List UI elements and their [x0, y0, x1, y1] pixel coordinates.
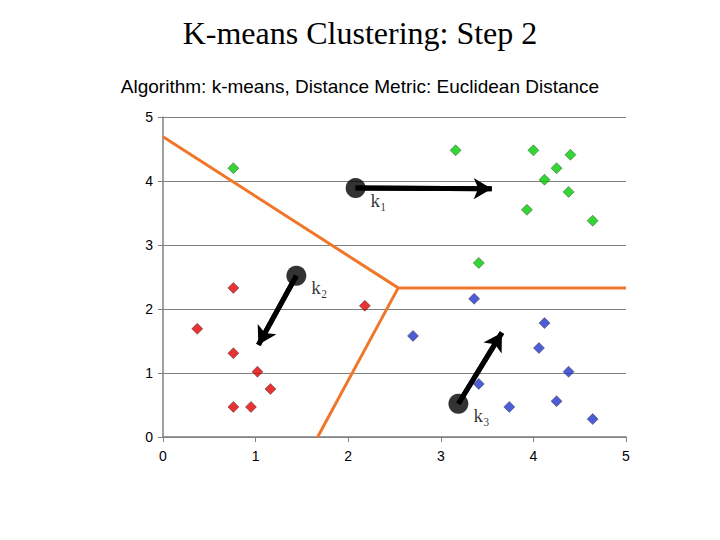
svg-text:0: 0 — [159, 448, 167, 464]
svg-text:5: 5 — [622, 448, 630, 464]
svg-text:2: 2 — [145, 301, 153, 317]
svg-text:k₂: k₂ — [311, 277, 327, 298]
svg-text:4: 4 — [530, 448, 538, 464]
svg-text:k₁: k₁ — [371, 190, 387, 211]
svg-text:1: 1 — [252, 448, 260, 464]
svg-text:5: 5 — [145, 109, 153, 125]
svg-text:2: 2 — [344, 448, 352, 464]
svg-text:4: 4 — [145, 173, 153, 189]
svg-text:k₃: k₃ — [473, 405, 489, 426]
svg-text:K-means Clustering: Step 2: K-means Clustering: Step 2 — [183, 15, 538, 51]
svg-text:1: 1 — [145, 365, 153, 381]
svg-text:Algorithm: k-means, Distance M: Algorithm: k-means, Distance Metric: Euc… — [121, 76, 599, 97]
svg-text:3: 3 — [437, 448, 445, 464]
svg-text:0: 0 — [145, 429, 153, 445]
svg-text:3: 3 — [145, 237, 153, 253]
